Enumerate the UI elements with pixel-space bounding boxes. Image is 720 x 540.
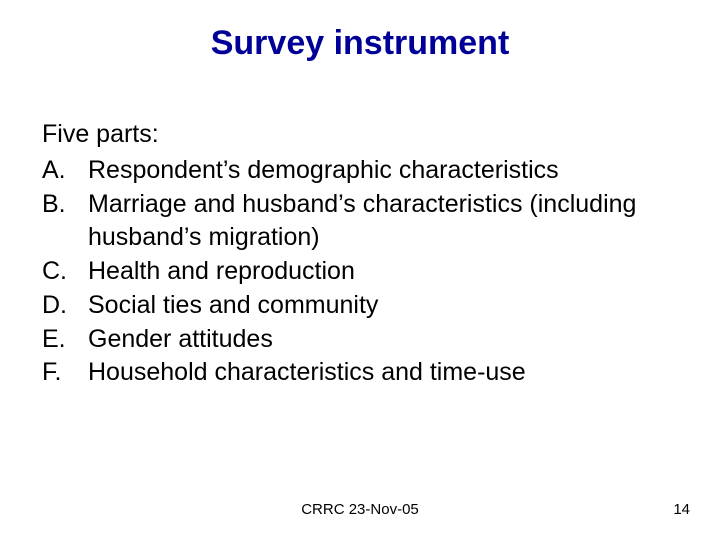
list-item-text: Health and reproduction [88, 255, 678, 289]
list-item: E. Gender attitudes [42, 323, 678, 357]
list-item-letter: B. [42, 188, 88, 256]
slide-title: Survey instrument [0, 24, 720, 63]
list-item-text: Social ties and community [88, 289, 678, 323]
footer-center: CRRC 23-Nov-05 [0, 501, 720, 518]
list-item-letter: C. [42, 255, 88, 289]
list-item-text: Respondent’s demographic characteristics [88, 154, 678, 188]
list-item: A. Respondent’s demographic characterist… [42, 154, 678, 188]
slide-body: Five parts: A. Respondent’s demographic … [42, 118, 678, 390]
list-item: F. Household characteristics and time-us… [42, 356, 678, 390]
page-number: 14 [673, 501, 690, 518]
ordered-list: A. Respondent’s demographic characterist… [42, 154, 678, 390]
list-item-letter: F. [42, 356, 88, 390]
list-item-text: Gender attitudes [88, 323, 678, 357]
list-item-text: Household characteristics and time-use [88, 356, 678, 390]
list-item-letter: A. [42, 154, 88, 188]
list-item-letter: D. [42, 289, 88, 323]
intro-text: Five parts: [42, 118, 678, 152]
list-item-text: Marriage and husband’s characteristics (… [88, 188, 678, 256]
slide: Survey instrument Five parts: A. Respond… [0, 0, 720, 540]
list-item: B. Marriage and husband’s characteristic… [42, 188, 678, 256]
list-item-letter: E. [42, 323, 88, 357]
list-item: C. Health and reproduction [42, 255, 678, 289]
list-item: D. Social ties and community [42, 289, 678, 323]
